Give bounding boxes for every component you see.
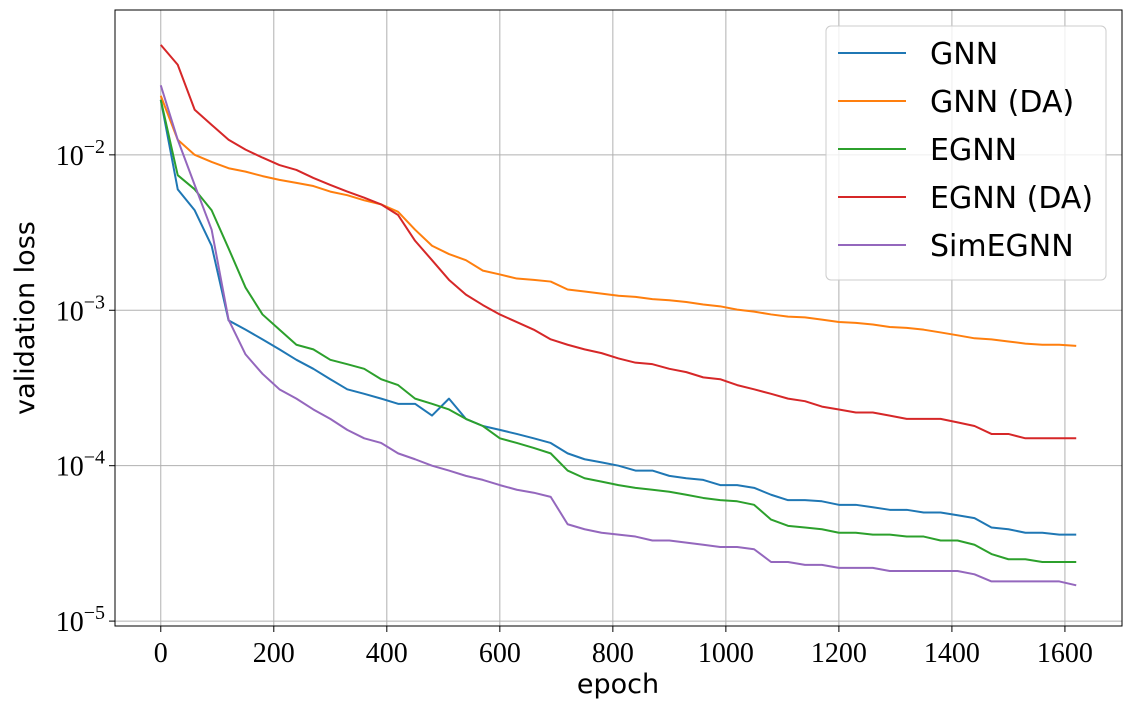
legend-label: EGNN <box>930 133 1017 168</box>
x-tick-label: 1400 <box>924 638 980 669</box>
series-line <box>159 95 1077 347</box>
legend-label: EGNN (DA) <box>930 181 1093 216</box>
legend-label: GNN <box>930 37 998 72</box>
y-tick-label: 10−2 <box>56 136 105 172</box>
y-tick-label: 10−4 <box>56 447 105 483</box>
legend: GNN GNN (DA) EGNN EGNN (DA) SimEGNN <box>825 25 1107 281</box>
legend-label: SimEGNN <box>930 229 1074 264</box>
plot-frame <box>114 9 1123 627</box>
y-tick-label: 10−3 <box>56 291 105 327</box>
x-tick-label: 200 <box>253 638 295 669</box>
x-tick-label: 800 <box>592 638 634 669</box>
series-line <box>160 44 1077 440</box>
x-tick-label: 1000 <box>698 638 754 669</box>
y-axis-label: validation loss <box>10 221 41 415</box>
legend-label: GNN (DA) <box>930 85 1074 120</box>
legend-box <box>825 25 1107 281</box>
x-tick-label: 400 <box>366 638 408 669</box>
series-line <box>159 99 1077 564</box>
x-axis-label: epoch <box>577 669 659 700</box>
x-tick-label: 0 <box>154 638 168 669</box>
x-tick-label: 1600 <box>1037 638 1093 669</box>
x-tick-label: 600 <box>479 638 521 669</box>
series-line <box>159 85 1077 587</box>
x-tick-label: 1200 <box>811 638 867 669</box>
y-tick-label: 10−5 <box>56 602 105 638</box>
series-line <box>159 99 1077 536</box>
